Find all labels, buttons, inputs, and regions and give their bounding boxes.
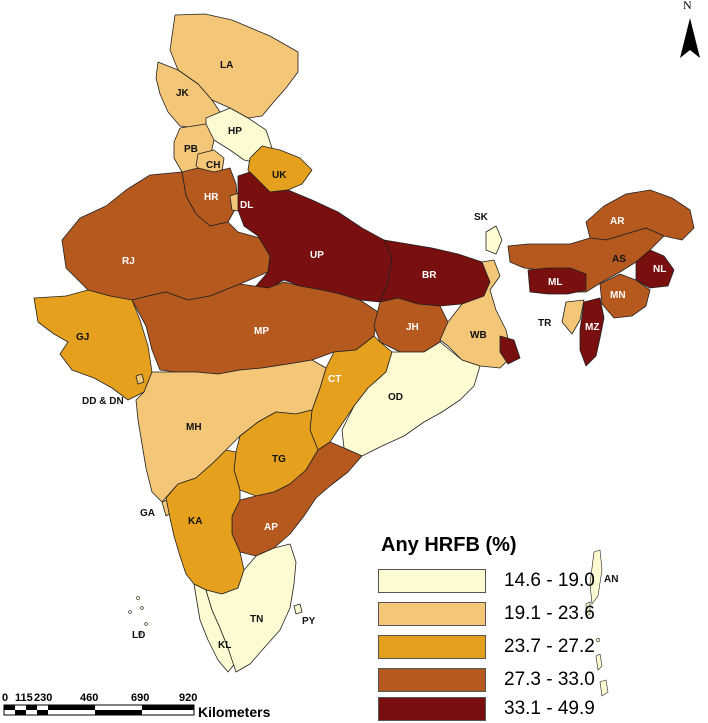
scale-unit: Kilometers: [198, 704, 271, 720]
north-label: N: [683, 0, 692, 12]
label-jh: JH: [406, 322, 419, 333]
region-manipur: [599, 273, 651, 319]
label-ld: LD: [132, 630, 145, 641]
scale-tick-460: 460: [80, 692, 99, 704]
label-wb: WB: [470, 330, 487, 341]
legend-swatch: [378, 602, 486, 626]
region-daman-diu: [135, 373, 145, 385]
legend-item: 27.3 - 33.0: [378, 668, 595, 692]
region-puducherry: [293, 603, 303, 615]
label-tr: TR: [538, 318, 552, 329]
label-mz: MZ: [585, 322, 599, 333]
label-ka: KA: [188, 516, 202, 527]
scale-tick-230: 230: [34, 692, 53, 704]
label-nl: NL: [653, 264, 666, 275]
label-uk: UK: [272, 170, 287, 181]
label-hp: HP: [228, 126, 242, 137]
region-odisha: [341, 341, 481, 457]
region-tripura: [561, 299, 585, 335]
region-sikkim: [485, 225, 503, 255]
legend-label: 14.6 - 19.0: [504, 570, 595, 591]
scale-tick-920: 920: [179, 692, 198, 704]
label-py: PY: [302, 616, 316, 627]
label-ga: GA: [140, 508, 155, 519]
legend-label: 27.3 - 33.0: [504, 669, 595, 690]
label-sk: SK: [474, 212, 489, 223]
label-ml: ML: [548, 277, 562, 288]
region-andaman-nicobar: [585, 549, 609, 697]
label-mn: MN: [610, 290, 626, 301]
label-ct: CT: [328, 374, 341, 385]
label-mp: MP: [254, 326, 269, 337]
legend-swatch: [378, 697, 486, 721]
legend-item: 23.7 - 27.2: [378, 635, 595, 659]
label-tn: TN: [250, 614, 263, 625]
legend-title: Any HRFB (%): [381, 534, 517, 556]
legend-label: 33.1 - 49.9: [504, 698, 595, 719]
label-an: AN: [604, 574, 618, 585]
label-gj: GJ: [76, 332, 89, 343]
label-br: BR: [422, 270, 437, 281]
region-gujarat: [33, 289, 153, 401]
label-dl: DL: [240, 200, 253, 211]
region-meghalaya: [527, 267, 587, 295]
legend-label: 23.7 - 27.2: [504, 636, 595, 657]
scale-bar: [3, 704, 195, 716]
north-arrow-icon: [680, 18, 700, 58]
label-kl: KL: [218, 640, 231, 651]
label-jk: JK: [176, 88, 190, 99]
region-mizoram: [579, 297, 605, 367]
legend-label: 19.1 - 23.6: [504, 603, 595, 624]
legend-item: 19.1 - 23.6: [378, 602, 595, 626]
region-karnataka: [165, 449, 245, 595]
label-od: OD: [388, 392, 403, 403]
legend-item: 14.6 - 19.0: [378, 569, 595, 593]
region-tamil-nadu: [205, 543, 297, 673]
label-as: AS: [612, 254, 626, 265]
region-uttar-pradesh: [237, 171, 393, 305]
label-ap: AP: [264, 522, 278, 533]
label-la: LA: [220, 60, 233, 71]
scale-tick-0: 0: [2, 692, 9, 704]
label-mh: MH: [186, 422, 202, 433]
region-sundarbans-coast: [499, 335, 521, 365]
label-ar: AR: [610, 216, 625, 227]
region-lakshadweep: [128, 596, 148, 636]
label-rj: RJ: [122, 256, 135, 267]
label-dd-dn: DD & DN: [82, 396, 124, 407]
scale-tick-115: 115: [15, 692, 33, 704]
label-pb: PB: [184, 144, 198, 155]
label-tg: TG: [272, 454, 286, 465]
label-hr: HR: [204, 192, 219, 203]
legend-item: 33.1 - 49.9: [378, 697, 595, 721]
label-ch: CH: [206, 160, 220, 171]
label-up: UP: [310, 250, 324, 261]
legend-swatch: [378, 569, 486, 593]
legend-swatch: [378, 668, 486, 692]
scale-tick-690: 690: [131, 692, 150, 704]
legend-swatch: [378, 635, 486, 659]
